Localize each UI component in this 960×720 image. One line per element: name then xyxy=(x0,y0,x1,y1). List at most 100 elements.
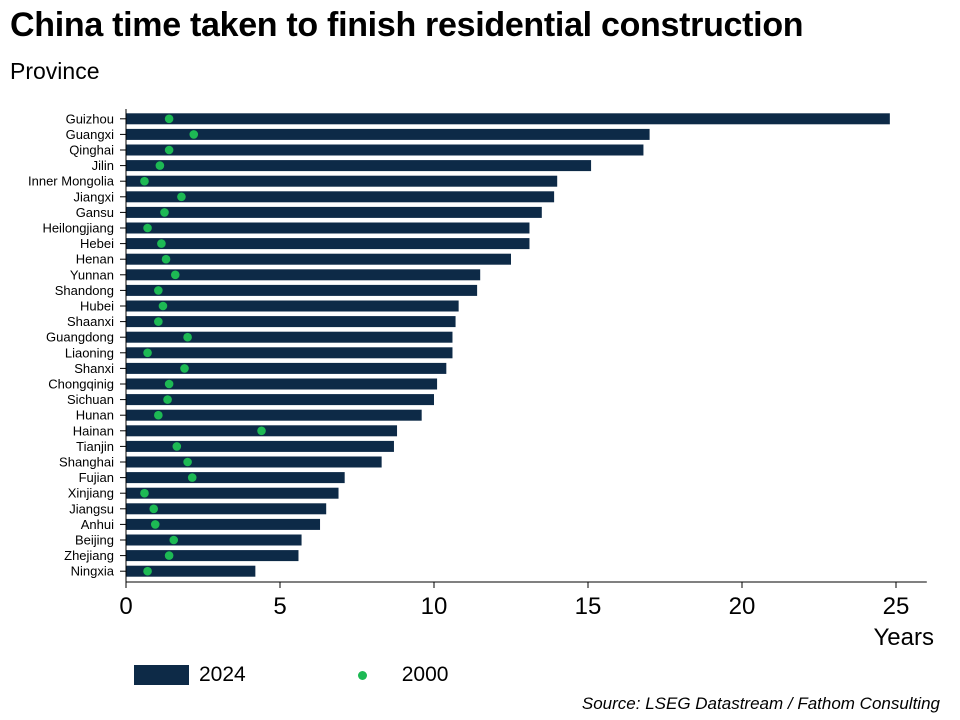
category-label: Chongqinig xyxy=(48,377,114,392)
category-label: Ningxia xyxy=(71,564,115,579)
x-tick-label: 20 xyxy=(729,593,756,620)
dot-2000 xyxy=(177,192,186,202)
bar-2024 xyxy=(126,472,345,484)
category-label: Hunan xyxy=(76,408,114,423)
bar-2024 xyxy=(126,503,327,515)
bar-2024 xyxy=(126,456,382,468)
dot-2000 xyxy=(187,473,197,482)
bar-2024 xyxy=(126,440,394,452)
dot-2000 xyxy=(161,254,171,264)
category-label: Hubei xyxy=(80,299,114,314)
bar-2024 xyxy=(126,222,530,234)
category-label: Liaoning xyxy=(65,345,114,360)
category-label: Henan xyxy=(76,252,114,267)
bar-2024 xyxy=(126,378,438,390)
dot-2000 xyxy=(164,551,174,560)
dot-2000 xyxy=(180,364,189,373)
dot-2000 xyxy=(172,442,182,451)
bar-2024 xyxy=(126,206,542,218)
x-tick-label: 5 xyxy=(273,593,286,620)
category-label: Fujian xyxy=(79,470,114,485)
category-label: Shaanxi xyxy=(67,314,114,329)
dot-2000 xyxy=(155,161,165,170)
legend: 2024 2000 xyxy=(134,660,448,690)
dot-2000 xyxy=(150,520,160,529)
bar-2024 xyxy=(126,238,530,250)
bar-2024 xyxy=(126,347,453,359)
dot-2000 xyxy=(140,488,149,498)
category-label: Shandong xyxy=(55,283,114,298)
dot-2000 xyxy=(183,457,192,467)
legend-swatch-2024 xyxy=(134,665,189,685)
dot-2000 xyxy=(157,239,166,248)
dot-2000 xyxy=(164,379,174,389)
bar-2024 xyxy=(126,316,456,328)
x-tick-label: 15 xyxy=(575,593,602,620)
category-label: Guizhou xyxy=(66,111,114,126)
dot-2000 xyxy=(143,348,152,358)
dot-2000 xyxy=(154,286,163,295)
category-label: Shanxi xyxy=(74,361,114,376)
dot-2000 xyxy=(189,130,199,139)
chart-title: China time taken to finish residential c… xyxy=(10,6,804,44)
dot-2000 xyxy=(140,176,149,186)
category-label: Tianjin xyxy=(76,439,114,454)
bar-2024 xyxy=(126,331,453,343)
bar-2024 xyxy=(126,269,481,281)
bar-2024 xyxy=(126,253,511,265)
legend-swatch-2000 xyxy=(357,670,367,680)
bar-2024 xyxy=(126,362,447,374)
bar-2024 xyxy=(126,128,650,140)
category-label: Sichuan xyxy=(67,392,114,407)
bar-2024 xyxy=(126,284,478,296)
category-label: Jiangsu xyxy=(69,501,114,516)
category-label: Beijing xyxy=(75,533,114,548)
source-note: Source: LSEG Datastream / Fathom Consult… xyxy=(581,694,940,713)
dot-2000 xyxy=(257,426,266,436)
dot-2000 xyxy=(143,566,152,576)
bar-2024 xyxy=(126,565,256,577)
dot-2000 xyxy=(183,332,192,342)
x-tick-label: 25 xyxy=(883,593,910,620)
dot-2000 xyxy=(154,410,163,420)
category-label: Qinghai xyxy=(69,143,114,158)
bar-2024 xyxy=(126,191,555,203)
dot-2000 xyxy=(169,535,179,545)
category-label: Guangdong xyxy=(46,330,114,345)
bar-2024 xyxy=(126,160,592,172)
legend-label-2000: 2000 xyxy=(401,663,449,686)
dot-2000 xyxy=(160,208,169,217)
category-label: Yunnan xyxy=(70,267,114,282)
x-axis-label: Years xyxy=(874,624,935,651)
dot-2000 xyxy=(143,223,152,233)
dot-2000 xyxy=(170,270,180,280)
category-label: Jilin xyxy=(92,158,114,173)
dot-2000 xyxy=(164,114,174,124)
category-label: Shanghai xyxy=(59,455,114,470)
legend-label-2024: 2024 xyxy=(199,663,246,686)
bar-2024 xyxy=(126,113,890,125)
bar-2024 xyxy=(126,518,321,530)
category-label: Inner Mongolia xyxy=(28,174,115,189)
category-label: Anhui xyxy=(81,517,114,532)
bar-2024 xyxy=(126,409,422,421)
category-label: Hebei xyxy=(80,236,114,251)
bar-2024 xyxy=(126,175,558,187)
bar-2024 xyxy=(126,487,339,499)
category-label: Hainan xyxy=(73,423,114,438)
bar-2024 xyxy=(126,144,644,156)
dot-2000 xyxy=(163,395,172,404)
dot-2000 xyxy=(149,504,159,514)
bar-2024 xyxy=(126,550,299,562)
category-label: Heilongjiang xyxy=(42,221,114,236)
dot-2000 xyxy=(158,301,168,311)
x-tick-label: 0 xyxy=(119,593,132,620)
category-label: Jiangxi xyxy=(74,189,115,204)
chart-subtitle: Province xyxy=(10,58,100,84)
bar-2024 xyxy=(126,300,459,312)
category-label: Gansu xyxy=(76,205,114,220)
x-tick-label: 10 xyxy=(421,593,448,620)
bar-2024 xyxy=(126,394,434,406)
category-label: Zhejiang xyxy=(64,548,114,563)
